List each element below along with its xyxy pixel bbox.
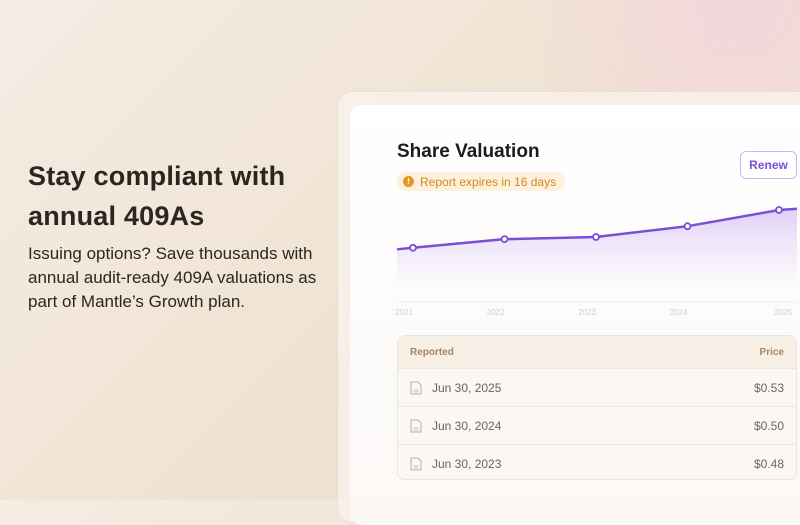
- table-row[interactable]: Jun 30, 2025 $0.53: [398, 368, 796, 406]
- row-date: Jun 30, 2023: [432, 456, 502, 471]
- card-title: Share Valuation: [397, 141, 540, 162]
- row-price: $0.50: [753, 418, 784, 433]
- table-row[interactable]: Jun 30, 2023 $0.48: [398, 444, 796, 479]
- hero-title: Stay compliant with annual 409As: [28, 161, 286, 231]
- row-price: $0.48: [753, 456, 784, 471]
- hero: Stay compliant with annual 409As Issuing…: [28, 156, 318, 314]
- renew-button[interactable]: Renew: [740, 151, 797, 179]
- x-tick-label: 2025: [774, 308, 792, 317]
- valuation-chart: 2021 2022 2023 2024 2025: [395, 206, 798, 317]
- document-icon: [410, 419, 422, 432]
- row-date: Jun 30, 2024: [432, 418, 502, 433]
- valuation-table: Reported Price Jun 30, 2025 $0.53 Jun 30, …: [397, 335, 797, 480]
- x-tick-label: 2024: [670, 308, 688, 317]
- header-price: Price: [759, 346, 784, 358]
- hero-body: Issuing options? Save thousands with ann…: [28, 244, 317, 311]
- badge-text: Report expires in 16 days: [420, 174, 557, 189]
- table-row[interactable]: Jun 30, 2024 $0.50: [398, 406, 796, 444]
- row-price: $0.53: [753, 380, 784, 395]
- header-reported: Reported: [410, 346, 454, 358]
- x-tick-label: 2022: [487, 308, 505, 317]
- table-header: Reported Price: [398, 336, 796, 368]
- info-icon: !: [403, 176, 414, 187]
- data-point[interactable]: [775, 206, 783, 214]
- x-tick-label: 2021: [395, 308, 413, 317]
- expiry-badge: ! Report expires in 16 days: [397, 172, 566, 191]
- area-fill: [397, 208, 797, 300]
- row-date: Jun 30, 2025: [432, 380, 502, 395]
- document-icon: [410, 457, 422, 470]
- x-tick-label: 2023: [578, 308, 596, 317]
- data-point[interactable]: [683, 222, 692, 231]
- data-point[interactable]: [409, 243, 417, 252]
- data-point[interactable]: [592, 233, 600, 241]
- data-point[interactable]: [500, 235, 509, 244]
- document-icon: [410, 381, 422, 394]
